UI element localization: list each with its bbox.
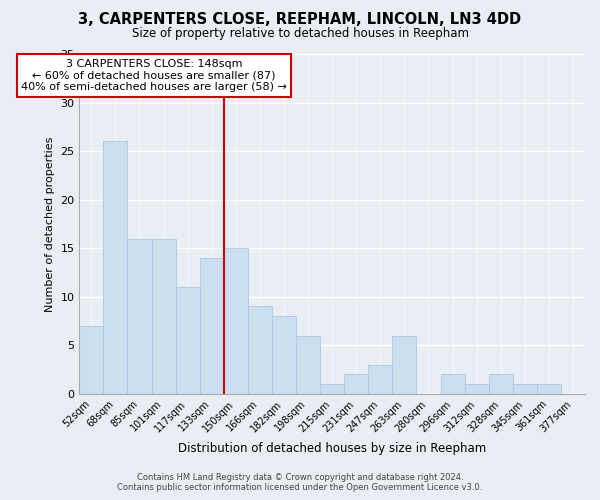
Bar (103, 142, 127, 394)
Bar (176, 287, 200, 394)
Bar (127, 238, 152, 394)
Bar (392, 336, 416, 394)
Text: 3, CARPENTERS CLOSE, REEPHAM, LINCOLN, LN3 4DD: 3, CARPENTERS CLOSE, REEPHAM, LINCOLN, L… (79, 12, 521, 28)
Bar (368, 365, 392, 394)
Bar (320, 384, 344, 394)
Bar (488, 374, 513, 394)
Bar (272, 316, 296, 394)
Text: Size of property relative to detached houses in Reepham: Size of property relative to detached ho… (131, 28, 469, 40)
Bar (152, 238, 176, 394)
Bar (224, 248, 248, 394)
X-axis label: Distribution of detached houses by size in Reepham: Distribution of detached houses by size … (178, 442, 486, 455)
Text: Contains HM Land Registry data © Crown copyright and database right 2024.
Contai: Contains HM Land Registry data © Crown c… (118, 473, 482, 492)
Text: 3 CARPENTERS CLOSE: 148sqm
← 60% of detached houses are smaller (87)
40% of semi: 3 CARPENTERS CLOSE: 148sqm ← 60% of deta… (21, 59, 287, 92)
Bar (200, 258, 224, 394)
Bar (513, 384, 537, 394)
Bar (296, 336, 320, 394)
Bar (440, 374, 464, 394)
Bar (537, 384, 561, 394)
Bar (248, 306, 272, 394)
Y-axis label: Number of detached properties: Number of detached properties (45, 136, 55, 312)
Bar (464, 384, 488, 394)
Bar (79, 326, 103, 394)
Bar (344, 374, 368, 394)
